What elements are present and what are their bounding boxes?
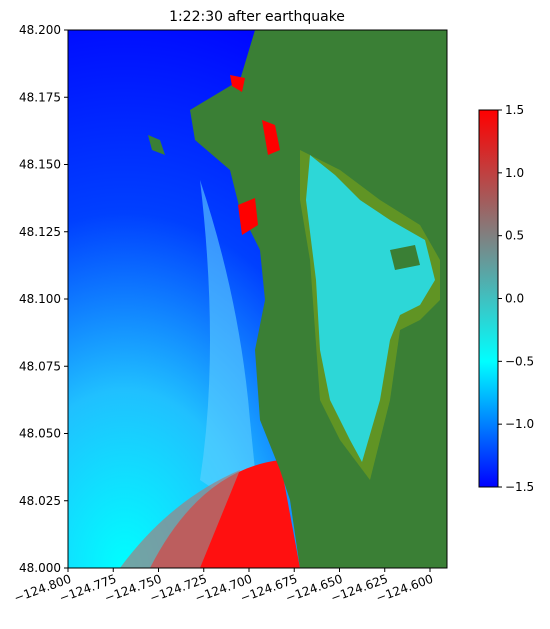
y-tick-label: 48.125 [19, 225, 61, 239]
colorbar-tick-label: 0.0 [505, 292, 524, 306]
colorbar-tick-label: 0.5 [505, 229, 524, 243]
colorbar-tick-label: −1.0 [505, 417, 534, 431]
chart-title: 1:22:30 after earthquake [169, 9, 345, 25]
colorbar-tick-label: 1.0 [505, 166, 524, 180]
y-tick-label: 48.175 [19, 90, 61, 104]
y-tick-label: 48.200 [19, 23, 61, 37]
y-tick-label: 48.100 [19, 292, 61, 306]
y-tick-label: 48.000 [19, 561, 61, 575]
colorbar-tick-label: 1.5 [505, 103, 524, 117]
colorbar-tick-label: −0.5 [505, 354, 534, 368]
colorbar-tick-label: −1.5 [505, 480, 534, 494]
y-tick-label: 48.150 [19, 158, 61, 172]
y-tick-label: 48.050 [19, 427, 61, 441]
y-tick-label: 48.025 [19, 494, 61, 508]
map-field [68, 30, 447, 568]
y-tick-label: 48.075 [19, 359, 61, 373]
colorbar [478, 109, 499, 488]
